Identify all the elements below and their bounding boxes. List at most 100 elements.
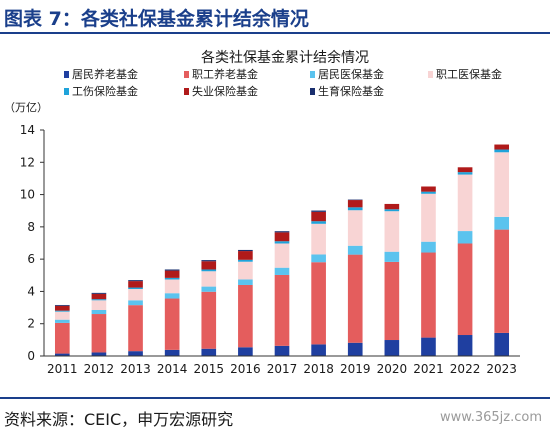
bar-segment bbox=[457, 167, 473, 173]
bar-segment bbox=[274, 274, 290, 346]
bar-segment bbox=[311, 211, 326, 222]
bar-segment bbox=[384, 251, 400, 262]
bar-stack-2014 bbox=[164, 269, 180, 356]
bar-segment bbox=[421, 191, 436, 194]
x-tick-label: 2023 bbox=[486, 362, 517, 376]
bar-segment bbox=[164, 279, 180, 294]
bar-segment bbox=[54, 322, 70, 354]
bar-series-group bbox=[54, 144, 510, 356]
bar-segment bbox=[347, 254, 363, 343]
source-rule bbox=[0, 397, 550, 399]
legend-item: 工伤保险基金 bbox=[64, 84, 138, 98]
bar-segment bbox=[238, 249, 253, 252]
chart-title: 各类社保基金累计结余情况 bbox=[201, 49, 369, 66]
legend-item: 职工养老基金 bbox=[184, 67, 258, 81]
legend-item: 失业保险基金 bbox=[184, 84, 258, 98]
bar-stack-2016 bbox=[238, 249, 253, 356]
bar-segment bbox=[384, 211, 400, 252]
bar-segment bbox=[494, 216, 510, 230]
y-tick-label: 8 bbox=[27, 220, 35, 234]
y-tick-label: 0 bbox=[27, 349, 35, 363]
bar-segment bbox=[347, 210, 363, 246]
bar-segment bbox=[54, 319, 70, 323]
bar-segment bbox=[128, 305, 143, 352]
legend-swatch bbox=[310, 71, 315, 78]
bar-segment bbox=[91, 292, 107, 294]
bar-segment bbox=[91, 293, 107, 300]
bar-segment bbox=[421, 186, 436, 192]
x-tick-label: 2020 bbox=[377, 362, 408, 376]
bar-stack-2012 bbox=[91, 292, 107, 356]
bar-segment bbox=[311, 254, 326, 263]
bar-segment bbox=[421, 337, 436, 356]
bar-segment bbox=[238, 261, 253, 280]
legend-label: 工伤保险基金 bbox=[72, 84, 138, 98]
legend-item: 居民医保基金 bbox=[310, 67, 384, 81]
bar-segment bbox=[384, 261, 400, 341]
y-axis-label: （万亿） bbox=[4, 101, 48, 114]
bar-segment bbox=[201, 261, 217, 270]
watermark: www.365jz.com bbox=[440, 410, 542, 425]
bar-segment bbox=[274, 243, 290, 268]
x-tick-label: 2015 bbox=[193, 362, 224, 376]
legend-label: 居民医保基金 bbox=[318, 67, 384, 81]
bar-segment bbox=[494, 332, 510, 356]
bar-segment bbox=[494, 149, 510, 153]
bar-segment bbox=[457, 335, 473, 356]
bar-segment bbox=[494, 229, 510, 333]
bar-segment bbox=[238, 251, 253, 260]
bar-segment bbox=[421, 252, 436, 338]
legend-swatch bbox=[64, 88, 69, 95]
bar-segment bbox=[128, 281, 143, 288]
bar-segment bbox=[164, 270, 180, 278]
bar-segment bbox=[238, 279, 253, 285]
bar-segment bbox=[384, 340, 400, 356]
bar-segment bbox=[238, 284, 253, 348]
legend-swatch bbox=[428, 71, 433, 78]
bar-segment bbox=[91, 314, 107, 353]
bar-stack-2017 bbox=[274, 231, 290, 356]
bar-segment bbox=[384, 209, 400, 212]
x-tick-label: 2022 bbox=[450, 362, 481, 376]
bar-segment bbox=[54, 353, 70, 356]
x-tick-label: 2018 bbox=[303, 362, 334, 376]
bar-segment bbox=[457, 174, 473, 232]
y-tick-label: 6 bbox=[27, 252, 35, 266]
bar-segment bbox=[384, 203, 400, 210]
legend-label: 居民养老基金 bbox=[72, 67, 138, 81]
bar-segment bbox=[421, 241, 436, 253]
y-tick-label: 2 bbox=[27, 317, 35, 331]
bar-segment bbox=[238, 347, 253, 356]
x-tick-label: 2016 bbox=[230, 362, 261, 376]
legend-label: 失业保险基金 bbox=[192, 84, 258, 98]
bar-segment bbox=[201, 260, 217, 262]
bar-segment bbox=[347, 245, 363, 255]
bar-segment bbox=[201, 271, 217, 287]
bar-segment bbox=[164, 269, 180, 271]
bar-segment bbox=[274, 241, 290, 244]
bar-segment bbox=[164, 277, 180, 280]
legend-item: 居民养老基金 bbox=[64, 67, 138, 81]
x-tick-label: 2019 bbox=[340, 362, 371, 376]
bar-stack-2015 bbox=[201, 260, 217, 356]
bar-segment bbox=[128, 287, 143, 290]
y-axis: 0 2 4 6 8 10 12 14 bbox=[20, 123, 45, 363]
bar-segment bbox=[201, 286, 217, 292]
y-tick-label: 12 bbox=[20, 155, 35, 169]
bar-stack-2023 bbox=[494, 144, 510, 356]
bar-segment bbox=[54, 310, 70, 312]
bar-segment bbox=[164, 298, 180, 350]
bar-segment bbox=[128, 280, 143, 282]
bar-segment bbox=[54, 311, 70, 320]
legend-swatch bbox=[184, 71, 189, 78]
bar-stack-2021 bbox=[421, 186, 436, 356]
bar-segment bbox=[238, 259, 253, 262]
bar-segment bbox=[91, 309, 107, 315]
bar-segment bbox=[274, 232, 290, 242]
stacked-bar-chart: 各类社保基金累计结余情况 居民养老基金 职工养老基金 居民医保基金 职工医保基金工伤保… bbox=[4, 49, 520, 376]
figure-title: 图表 7：各类社保基金累计结余情况 bbox=[4, 8, 309, 30]
y-tick-label: 10 bbox=[20, 188, 35, 202]
bar-segment bbox=[457, 243, 473, 336]
bar-segment bbox=[128, 351, 143, 356]
